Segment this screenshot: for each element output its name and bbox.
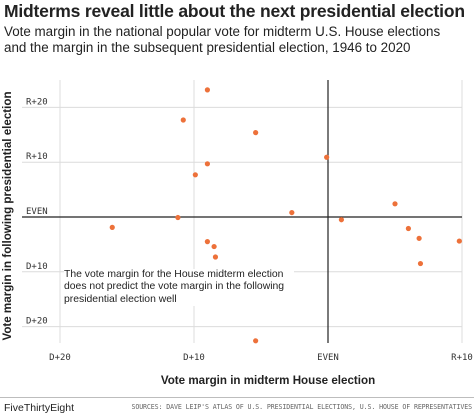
chart-annotation: The vote margin for the House midterm el… bbox=[64, 269, 294, 306]
grid-layer bbox=[22, 80, 463, 343]
y-tick-label: R+10 bbox=[26, 152, 48, 162]
y-tick-label: D+20 bbox=[26, 317, 48, 327]
footer-divider bbox=[0, 397, 474, 398]
data-point bbox=[405, 225, 411, 232]
data-point bbox=[392, 201, 398, 207]
x-tick-label: D+10 bbox=[183, 353, 205, 363]
y-axis-label: Vote margin in following presidential el… bbox=[1, 91, 14, 340]
chart-title: Midterms reveal little about the next pr… bbox=[4, 1, 465, 21]
data-point bbox=[109, 224, 115, 230]
subtitle-line-1: Vote margin in the national popular vote… bbox=[4, 24, 441, 39]
y-tick-label: R+20 bbox=[26, 97, 48, 107]
subtitle-line-2: and the margin in the subsequent preside… bbox=[4, 40, 411, 55]
data-point bbox=[211, 243, 217, 250]
y-tick-label: D+10 bbox=[26, 262, 48, 272]
data-point bbox=[204, 87, 210, 93]
data-point bbox=[204, 239, 210, 245]
x-tick-label: EVEN bbox=[317, 353, 339, 363]
data-points bbox=[109, 87, 462, 344]
x-tick-label: R+10 bbox=[451, 353, 473, 363]
data-point bbox=[175, 214, 181, 221]
chart-subtitle: Vote margin in the national popular vote… bbox=[4, 24, 470, 56]
y-tick-label: EVEN bbox=[26, 207, 48, 217]
tick-labels: R+20 R+10 EVEN D+10 D+20 D+20 D+10 EVEN R+10 bbox=[26, 97, 473, 363]
axis-layer bbox=[22, 80, 462, 343]
data-point bbox=[324, 154, 330, 160]
data-point bbox=[416, 235, 422, 241]
data-point bbox=[192, 172, 198, 178]
data-point bbox=[204, 161, 210, 167]
data-point bbox=[212, 254, 219, 260]
data-point bbox=[253, 338, 259, 344]
data-point bbox=[180, 117, 186, 123]
footer-source: SOURCES: DAVE LEIP'S ATLAS OF U.S. PRESI… bbox=[131, 403, 472, 411]
footer-brand: FiveThirtyEight bbox=[4, 402, 75, 414]
data-point bbox=[253, 130, 259, 136]
data-point bbox=[456, 238, 462, 244]
data-point bbox=[289, 209, 295, 216]
scatter-chart: R+20 R+10 EVEN D+10 D+20 D+20 D+10 EVEN R+10 Vot… bbox=[1, 80, 473, 387]
data-point bbox=[417, 260, 424, 267]
x-axis-label: Vote margin in midterm House election bbox=[161, 374, 375, 387]
data-point bbox=[338, 217, 344, 223]
x-tick-label: D+20 bbox=[49, 353, 71, 363]
